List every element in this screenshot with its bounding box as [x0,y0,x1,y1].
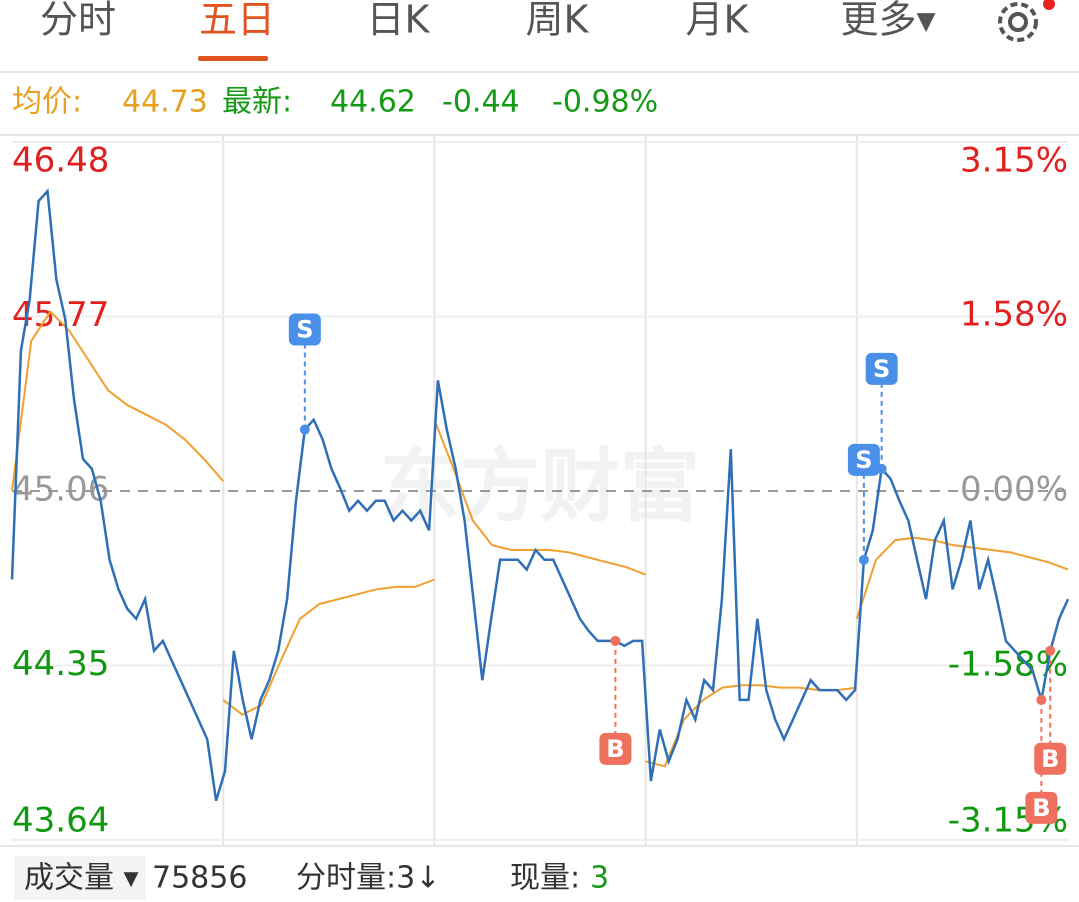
y2-tick-label: 3.15% [960,141,1068,181]
marker-label: S [855,446,872,474]
tab[interactable]: 分时 [40,0,116,42]
info-row: 均价: 44.73 最新: 44.62 -0.44 -0.98% [12,85,658,120]
tab-bar: 分时 五日 日K 周K 月K 更多▾ [40,0,936,42]
volume-label[interactable]: 成交量 ▾ [24,861,139,896]
marker-label: B [1041,745,1059,773]
avg-line [222,578,435,716]
avg-value: 44.73 [122,85,208,120]
marker-badge [865,352,898,385]
marker-badge [288,313,321,346]
change: -0.44 [442,85,520,120]
last-value: 44.62 [330,85,416,120]
marker-dot [1036,694,1047,705]
marker-dot [876,463,887,474]
tab-active[interactable]: 五日 [199,0,275,42]
tab[interactable]: 周K [526,0,590,42]
tab-underline [198,56,268,61]
avg-line [11,310,224,492]
change-pct: -0.98% [552,85,658,120]
volume-selector[interactable] [14,856,146,900]
volume: 75856 [152,861,247,896]
y2-tick-label: 0.00% [960,470,1068,510]
chart: 43.6444.3545.0645.7746.48-3.15%-1.58%0.0… [0,134,1079,846]
y-tick-label: 46.48 [12,141,109,181]
marker-badge [847,443,880,476]
price-line [10,188,1070,802]
now-value: 3 [590,861,609,896]
marker-dot [610,635,621,646]
tab[interactable]: 日K [367,0,431,42]
now-label: 现量: [510,861,580,896]
tick-volume: 分时量:3↓ [296,861,440,896]
footer: 成交量 ▾ 75856 分时量:3↓ 现量: 3 [14,856,609,900]
avg-line [433,419,646,576]
avg-line [855,536,1069,620]
marker-label: S [296,316,313,344]
last-label: 最新: [222,85,292,120]
marker-label: B [606,735,624,763]
marker-label: S [873,355,890,383]
y-tick-label: 44.35 [12,644,109,684]
tab[interactable]: 更多▾ [840,0,935,42]
marker-dot [299,424,310,435]
settings-icon[interactable] [998,2,1038,42]
tab[interactable]: 月K [686,0,750,42]
marker-badge [1034,742,1067,775]
marker-badge [1025,791,1058,824]
marker-badge [599,732,632,765]
marker-label: B [1032,794,1050,822]
avg-line [645,684,857,768]
marker-dot [1045,645,1056,656]
y2-tick-label: 1.58% [960,294,1068,334]
avg-label: 均价: [12,85,82,120]
marker-dot [858,554,869,565]
y-tick-label: 43.64 [12,801,109,841]
watermark: 东方财富 [380,440,700,533]
badge-dot [1043,0,1055,10]
